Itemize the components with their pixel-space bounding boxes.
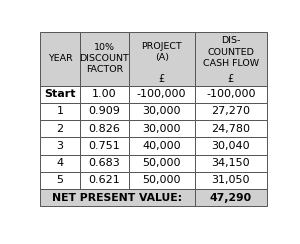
Text: £: £	[159, 74, 165, 84]
Bar	[40, 189, 195, 206]
Bar	[195, 86, 267, 103]
Text: 1: 1	[57, 106, 64, 116]
Text: NET PRESENT VALUE:: NET PRESENT VALUE:	[52, 193, 182, 203]
Text: 27,270: 27,270	[212, 106, 250, 116]
Text: 30,040: 30,040	[212, 141, 250, 151]
Bar	[195, 172, 267, 189]
Bar	[129, 172, 195, 189]
Text: -100,000: -100,000	[137, 89, 186, 99]
Text: 10%
DISCOUNT
FACTOR: 10% DISCOUNT FACTOR	[80, 43, 129, 74]
Text: 40,000: 40,000	[142, 141, 181, 151]
Bar	[80, 103, 129, 120]
Bar	[80, 172, 129, 189]
Bar	[80, 86, 129, 103]
Text: 50,000: 50,000	[142, 175, 181, 185]
Text: 3: 3	[57, 141, 64, 151]
Bar	[40, 172, 80, 189]
Text: 2: 2	[57, 124, 64, 134]
Text: 5: 5	[57, 175, 64, 185]
Text: 24,780: 24,780	[212, 124, 250, 134]
Text: DIS-
COUNTED
CASH FLOW: DIS- COUNTED CASH FLOW	[203, 37, 259, 68]
Bar	[40, 103, 80, 120]
Text: 34,150: 34,150	[212, 158, 250, 168]
Text: -100,000: -100,000	[206, 89, 256, 99]
Text: 0.621: 0.621	[88, 175, 120, 185]
Bar	[80, 31, 129, 86]
Bar	[195, 120, 267, 137]
Bar	[129, 103, 195, 120]
Text: 30,000: 30,000	[142, 106, 181, 116]
Bar	[40, 86, 80, 103]
Bar	[195, 155, 267, 172]
Bar	[195, 103, 267, 120]
Text: 47,290: 47,290	[210, 193, 252, 203]
Text: 30,000: 30,000	[142, 124, 181, 134]
Bar	[195, 137, 267, 155]
Bar	[195, 31, 267, 86]
Text: 1.00: 1.00	[92, 89, 117, 99]
Bar	[80, 137, 129, 155]
Bar	[40, 137, 80, 155]
Text: £: £	[228, 74, 234, 84]
Bar	[129, 155, 195, 172]
Bar	[40, 120, 80, 137]
Bar	[40, 31, 80, 86]
Text: PROJECT
(A): PROJECT (A)	[141, 42, 182, 62]
Bar	[80, 120, 129, 137]
Bar	[195, 189, 267, 206]
Text: YEAR: YEAR	[48, 54, 73, 63]
Text: 4: 4	[57, 158, 64, 168]
Bar	[129, 137, 195, 155]
Text: 50,000: 50,000	[142, 158, 181, 168]
Bar	[129, 120, 195, 137]
Text: 31,050: 31,050	[212, 175, 250, 185]
Bar	[80, 155, 129, 172]
Text: 0.683: 0.683	[88, 158, 120, 168]
Bar	[129, 86, 195, 103]
Text: 0.909: 0.909	[88, 106, 120, 116]
Bar	[129, 31, 195, 86]
Text: Start: Start	[44, 89, 76, 99]
Bar	[40, 155, 80, 172]
Text: 0.826: 0.826	[88, 124, 120, 134]
Text: 0.751: 0.751	[88, 141, 120, 151]
